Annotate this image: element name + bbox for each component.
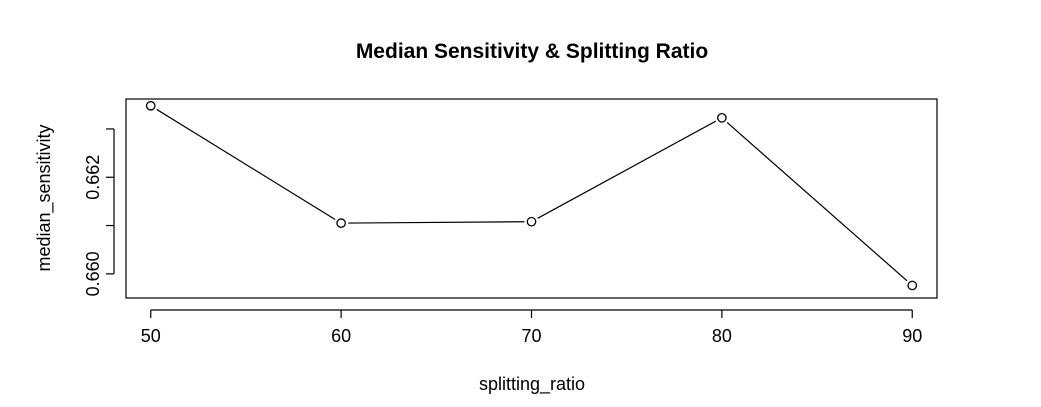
y-axis: 0.660 0.662 [83,128,115,296]
series-line-segment [348,221,525,224]
x-tick-label: 90 [902,326,922,346]
data-point [526,216,537,227]
x-tick-label: 60 [331,326,351,346]
data-point [145,100,156,111]
y-tick-label: 0.662 [83,155,103,200]
x-axis-label: splitting_ratio [479,374,585,395]
series-group [145,100,918,291]
x-axis: 50 60 70 80 90 [141,309,922,346]
plot-frame [125,98,938,299]
chart-title: Median Sensitivity & Splitting Ratio [356,40,708,63]
y-axis-label: median_sensitivity [34,124,55,271]
data-point [907,280,918,291]
series-line-segment [156,108,336,220]
series-line-segment [726,122,908,282]
data-point [336,218,346,228]
series-line-segment [537,120,717,219]
data-point [717,112,727,123]
y-tick-label: 0.660 [83,251,103,296]
x-tick-label: 50 [141,326,161,346]
x-tick-label: 70 [521,326,541,346]
x-tick-label: 80 [712,326,732,346]
